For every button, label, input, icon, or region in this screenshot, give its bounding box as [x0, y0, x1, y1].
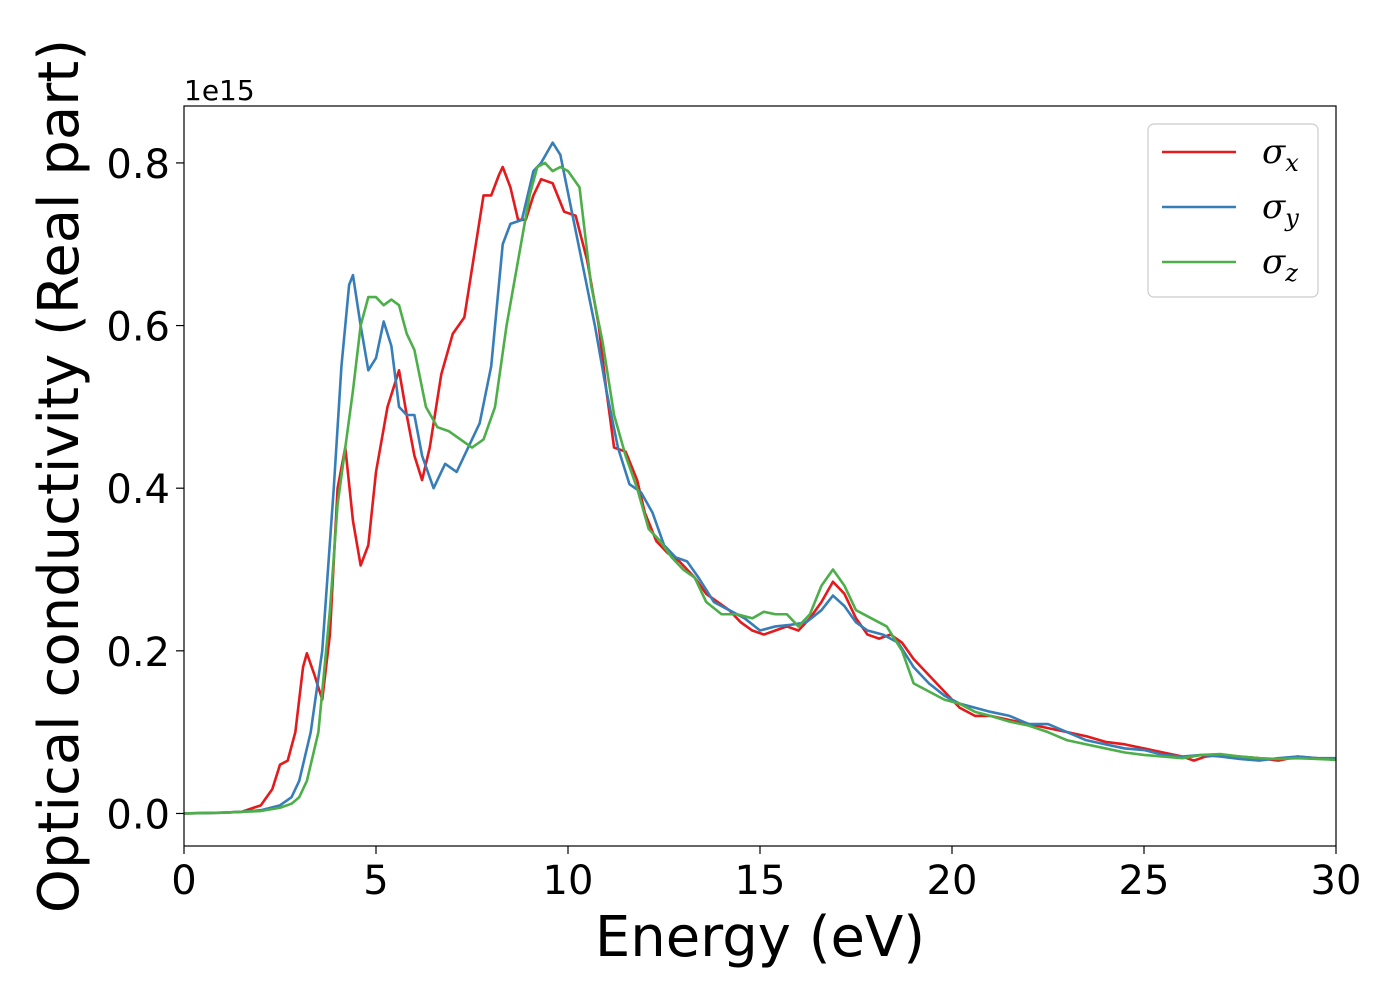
y-tick-label: 0.6 — [106, 305, 170, 351]
legend-box — [1147, 123, 1319, 298]
y-tick-label: 0.2 — [106, 630, 170, 676]
y-axis-offset-label: 1e15 — [184, 74, 255, 107]
x-tick-label: 30 — [1311, 858, 1362, 904]
series-layer — [184, 141, 1336, 815]
x-tick-label: 5 — [363, 858, 388, 904]
y-tick-label: 0.8 — [106, 142, 170, 188]
legend-label-z: σz — [1262, 242, 1298, 287]
series-line-z — [184, 161, 1336, 815]
y-axis: 0.0 0.2 0.4 0.6 0.8 — [106, 142, 184, 838]
x-axis-label: Energy (eV) — [595, 905, 925, 970]
legend-label-y: σy — [1262, 187, 1299, 232]
x-axis: 0 5 10 15 20 25 30 — [171, 846, 1361, 904]
x-tick-label: 10 — [543, 858, 594, 904]
x-tick-label: 15 — [735, 858, 786, 904]
legend: σx σy σz — [1147, 123, 1319, 298]
x-tick-label: 20 — [927, 858, 978, 904]
legend-label-x: σx — [1262, 132, 1299, 177]
y-axis-label: Optical conductivity (Real part) — [27, 39, 92, 913]
y-tick-label: 0.4 — [106, 467, 170, 513]
x-tick-label: 25 — [1119, 858, 1170, 904]
y-tick-label: 0.0 — [106, 792, 170, 838]
series-line-y — [184, 141, 1336, 815]
x-tick-label: 0 — [171, 858, 196, 904]
